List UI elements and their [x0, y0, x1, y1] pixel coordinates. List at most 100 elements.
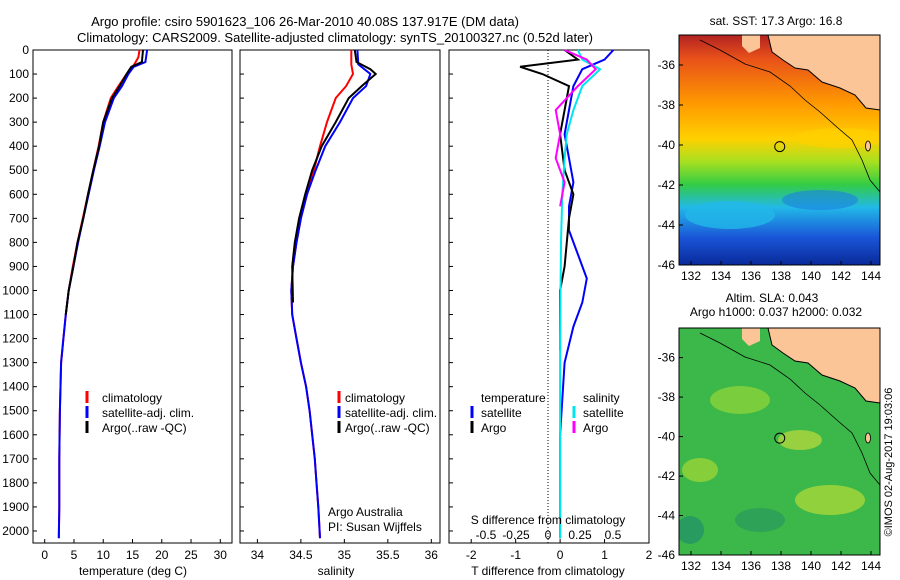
y-tick-label: 200	[9, 91, 29, 105]
difference-legend: temperature salinity satellite Argo sate…	[470, 391, 624, 435]
x-tick-label: 1	[601, 548, 608, 562]
sla-map-title: Altim. SLA: 0.043	[726, 291, 819, 305]
x-tick-label: 30	[214, 548, 228, 562]
sst-map-axes	[678, 34, 881, 266]
x-tick-label: 36	[425, 548, 439, 562]
legend-title-temperature: temperature	[481, 391, 546, 405]
salinity-panel: 34 34.5 35 35.5 36 salinity climatology sate…	[239, 49, 441, 578]
x-tick-label: 20	[155, 548, 169, 562]
sst-coastline	[767, 35, 880, 111]
series-line-s-satellite	[559, 49, 602, 539]
x-tick-label: 2	[646, 548, 653, 562]
legend-label-s-satellite: satellite	[583, 406, 624, 420]
legend-label-t-argo: Argo	[481, 421, 507, 435]
lon-tick-label: 136	[741, 269, 761, 283]
difference-axes	[448, 49, 650, 544]
x-tick-label: 0	[557, 548, 564, 562]
x-tick-label: 34.5	[289, 548, 313, 562]
sst-cool-patch	[782, 190, 858, 210]
s-tick-label: -0.25	[502, 528, 530, 542]
y-tick-label: 1100	[3, 308, 29, 322]
y-tick-label: 1200	[2, 332, 29, 346]
lat-tick-label: -36	[658, 58, 676, 72]
sla-low-patch	[679, 516, 704, 544]
lat-tick-label: -44	[658, 509, 676, 523]
temperature-panel: 0100200300400500600700800900100011001200…	[2, 43, 453, 578]
s-tick-label: 0	[545, 528, 552, 542]
y-tick-label: 1400	[2, 380, 29, 394]
float-pi: PI: Susan Wijffels	[328, 520, 422, 534]
depth-tick-labels: 0 100 200 300 400 500 600 700 800 900 1000 1100 1200…	[2, 43, 453, 538]
y-tick-label: 300	[9, 115, 29, 129]
salinity-axis-label: salinity	[318, 564, 355, 578]
sst-island-tasman	[865, 140, 871, 152]
lon-tick-label: 132	[681, 559, 701, 573]
sla-map: Altim. SLA: 0.043 Argo h1000: 0.037 h200…	[658, 291, 882, 573]
sst-map-title: sat. SST: 17.3 Argo: 16.8	[710, 14, 843, 28]
salinity-legend: climatology satellite-adj. clim. Argo(..…	[337, 391, 437, 435]
sla-high-patch	[795, 485, 865, 515]
s-difference-axis-label: S difference from climatology	[471, 513, 626, 527]
salinity-tick-labels: 34 34.5 35 35.5 36	[251, 539, 439, 562]
sla-coastline	[767, 328, 880, 404]
lon-tick-label: 142	[831, 269, 851, 283]
sla-low-patch	[735, 508, 785, 532]
s-tick-label: -0.5	[476, 528, 497, 542]
lat-tick-label: -46	[658, 258, 676, 272]
temperature-axis-label: temperature (deg C)	[79, 564, 187, 578]
lat-tick-label: -42	[658, 469, 676, 483]
series-line-argo-raw-qc-	[291, 49, 378, 303]
sst-shelf-contour	[699, 39, 880, 193]
series-line-argo-raw-qc-	[64, 49, 144, 315]
legend-label-t-satellite: satellite	[481, 406, 522, 420]
sst-land	[768, 35, 880, 110]
lon-tick-label: 134	[711, 559, 731, 573]
y-tick-label: 1700	[2, 452, 29, 466]
difference-profiles	[519, 49, 615, 539]
x-tick-label: 35	[338, 548, 352, 562]
y-tick-label: 1300	[2, 356, 29, 370]
sla-map-axes	[678, 327, 881, 556]
legend-label-climatology: climatology	[102, 391, 162, 405]
salinity-axes	[239, 49, 441, 544]
lat-tick-label: -46	[658, 548, 676, 562]
x-tick-label: 34	[251, 548, 265, 562]
lon-tick-label: 138	[771, 269, 791, 283]
sst-lon-tick-labels: 132 134 136 138 140 142 144	[681, 261, 881, 283]
series-line-climatology	[290, 50, 355, 539]
sst-warm-patch	[795, 128, 880, 148]
x-tick-label: 35.5	[376, 548, 400, 562]
lat-tick-label: -38	[658, 390, 676, 404]
lon-tick-label: 132	[681, 269, 701, 283]
legend-label-climatology: climatology	[345, 391, 405, 405]
series-line-climatology	[57, 49, 141, 539]
x-tick-label: 5	[71, 548, 78, 562]
y-tick-label: 600	[9, 187, 29, 201]
sst-map: sat. SST: 17.3 Argo: 16.8 132 134 136 138 14…	[658, 14, 882, 283]
lat-tick-label: -44	[658, 218, 676, 232]
sst-float-marker	[774, 141, 786, 153]
series-line-t-satellite	[559, 49, 615, 539]
s-tick-label: 0.25	[568, 528, 592, 542]
y-tick-label: 1800	[2, 476, 29, 490]
sla-map-subtitle: Argo h1000: 0.037 h2000: 0.032	[690, 305, 862, 319]
lon-tick-label: 144	[861, 559, 881, 573]
lat-tick-label: -42	[658, 178, 676, 192]
y-tick-label: 2000	[2, 524, 29, 538]
legend-label-s-argo: Argo	[583, 421, 609, 435]
y-tick-label: 800	[9, 235, 29, 249]
y-tick-label: 1900	[2, 500, 29, 514]
lon-tick-label: 144	[861, 269, 881, 283]
s-tick-label: 0.5	[605, 528, 622, 542]
lon-tick-label: 134	[711, 269, 731, 283]
y-tick-label: 1500	[2, 404, 29, 418]
t-difference-axis-label: T difference from climatology	[471, 564, 625, 578]
y-tick-label: 0	[22, 43, 29, 57]
sla-high-patch	[710, 386, 770, 414]
series-line-satellite-adj-clim-	[290, 49, 372, 539]
sla-high-patch	[682, 458, 718, 482]
s-difference-tick-labels: -0.5 -0.25 0 0.25 0.5	[476, 528, 622, 542]
temperature-profiles	[57, 49, 149, 539]
x-tick-label: 0	[41, 548, 48, 562]
sla-lat-tick-labels: -36 -38 -40 -42 -44 -46	[658, 351, 683, 562]
